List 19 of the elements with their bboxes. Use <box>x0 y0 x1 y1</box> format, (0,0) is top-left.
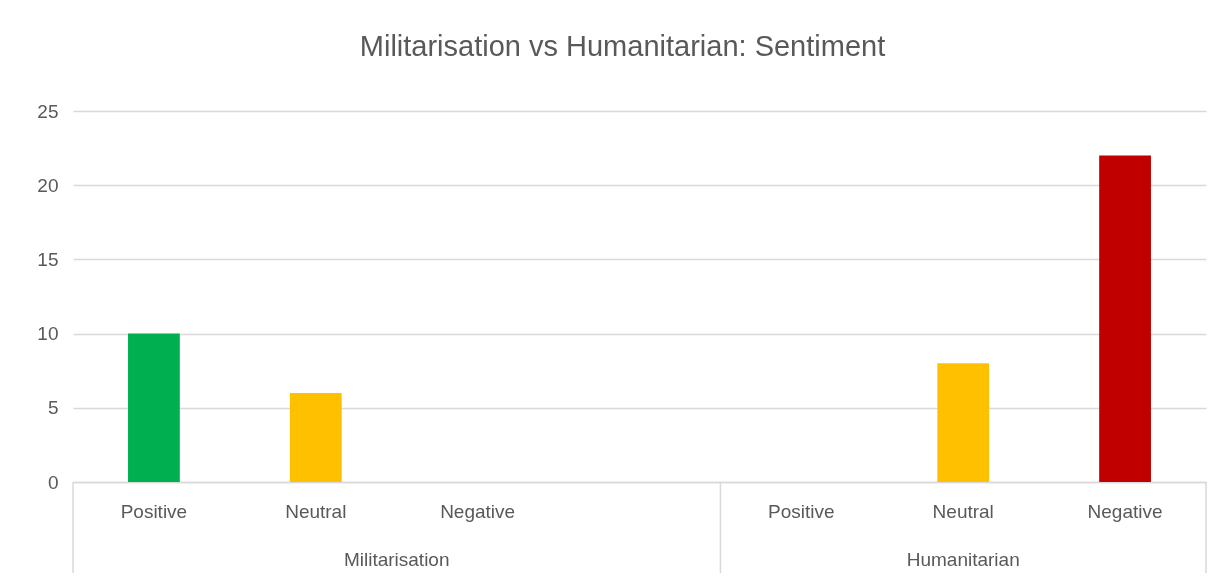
x-tick-label: Positive <box>768 500 835 522</box>
bar <box>289 392 342 482</box>
y-tick-label: 0 <box>47 471 59 493</box>
y-tick-label: 10 <box>37 323 59 345</box>
x-tick-label: Negative <box>1087 500 1163 522</box>
y-tick-label: 15 <box>37 248 59 270</box>
text: Humanitarian <box>906 549 1020 570</box>
y-tick-label: 20 <box>37 174 59 196</box>
x-tick-label: Neutral <box>285 500 347 522</box>
chart-title: Militarisation vs Humanitarian: Sentiment <box>359 30 886 62</box>
bar <box>1099 155 1151 482</box>
x-tick-label: Positive <box>120 500 188 522</box>
x-tick-label: Negative <box>440 500 516 522</box>
bar <box>128 333 180 482</box>
y-tick-label: 25 <box>37 100 59 122</box>
x-tick-label: Neutral <box>932 500 994 522</box>
bar <box>937 363 990 482</box>
y-tick-label: 5 <box>47 397 59 419</box>
text: Militarisation <box>343 549 450 570</box>
